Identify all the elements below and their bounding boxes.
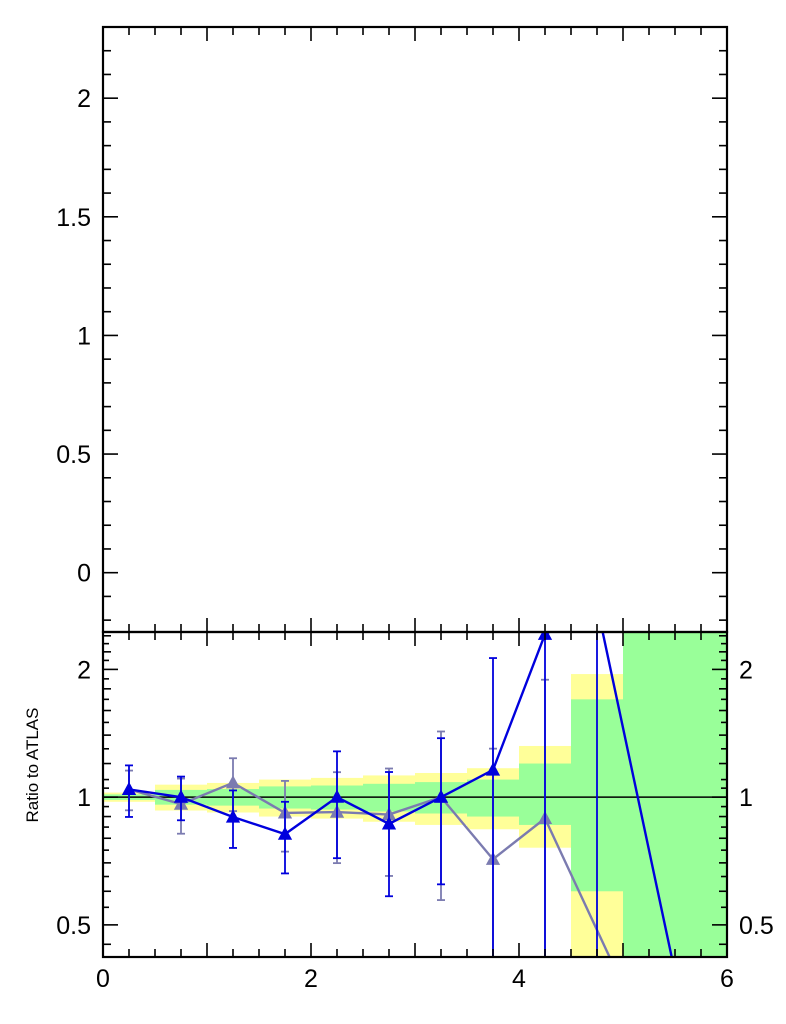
y-tick-label: 1.5 [56, 204, 91, 232]
y-tick-label: 0 [77, 560, 91, 588]
ratio-point-Pythia-8-315-default [329, 789, 345, 803]
y-tick-label: 1 [77, 322, 91, 350]
y-tick-label: 2 [77, 85, 91, 113]
ratio-y-tick-label-right: 2 [739, 656, 753, 684]
x-tick-label: 4 [512, 965, 526, 993]
ratio-band-inner [675, 632, 727, 957]
ratio-point-Pythia-8-315-default [173, 789, 189, 803]
ratio-y-tick-label: 0.5 [56, 912, 91, 940]
ratio-y-tick-label-right: 1 [739, 784, 753, 812]
x-tick-label: 6 [720, 965, 734, 993]
x-tick-label: 0 [96, 965, 110, 993]
ratio-point-Pythia-8-315-default [277, 826, 293, 840]
ratio-point-Pythia-8-315-default [433, 789, 449, 803]
band-clip-right [727, 632, 786, 957]
ratio-clip-bottom [0, 958, 786, 1024]
ratio-band-inner [623, 632, 675, 957]
ratio-point-Pythia-8-315-default [225, 809, 241, 823]
ratio-point-Pythia-8-315-default [121, 781, 137, 796]
ratio-clip-top-2 [0, 0, 786, 632]
ratio-y-tick-label-right: 0.5 [739, 912, 774, 940]
x-tick-label: 2 [304, 965, 318, 993]
ratio-y-tick-label: 2 [77, 656, 91, 684]
ratio-y-tick-label: 1 [77, 784, 91, 812]
ratio-point-Pythia-8-315-default-noCR [225, 775, 241, 789]
ratio-panel-frame [101, 630, 729, 959]
ratio-point-Pythia-8-315-default [485, 762, 501, 776]
ratio-line-Pythia-8-315-default-noCR [128, 781, 630, 998]
y-tick-label: 0.5 [56, 441, 91, 469]
ratio-point-Pythia-8-315-default [381, 816, 397, 830]
